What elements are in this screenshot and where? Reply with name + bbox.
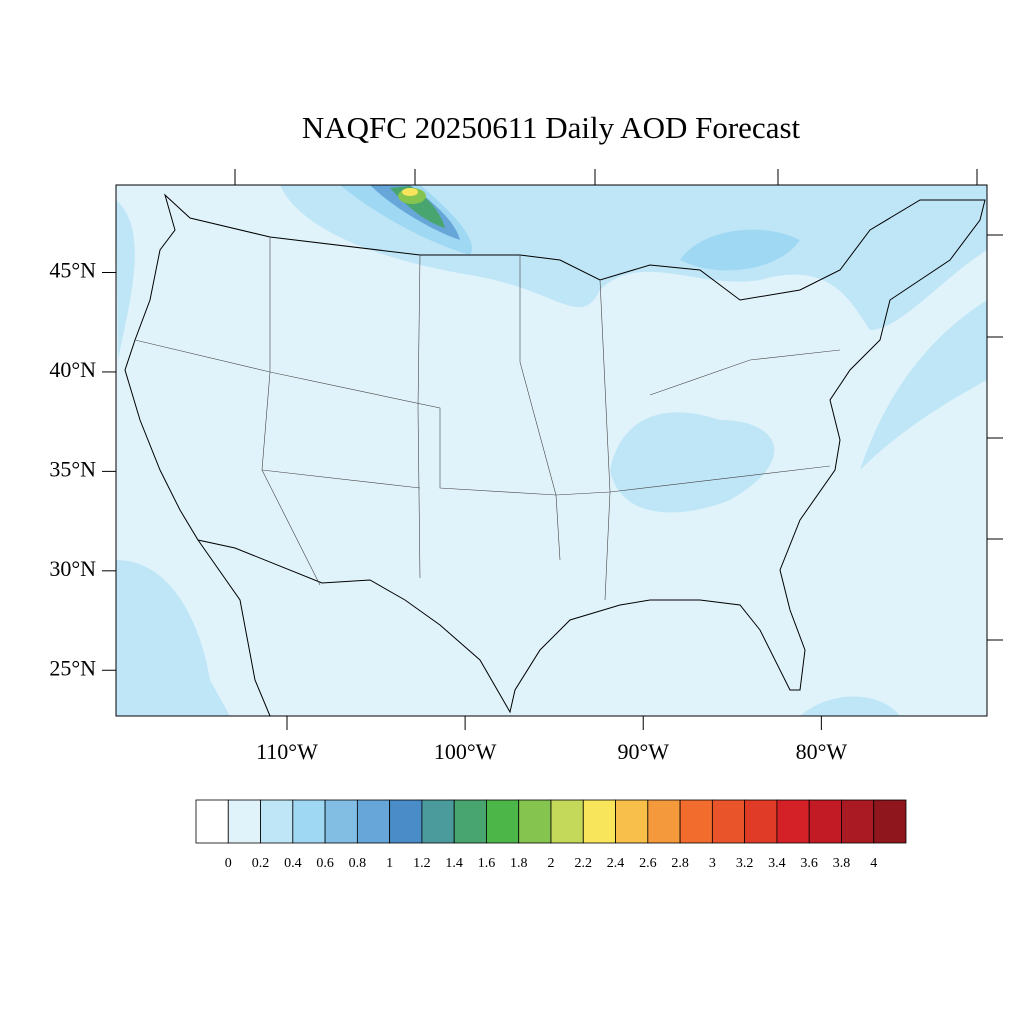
colorbar-label: 1 [386, 856, 393, 871]
colorbar-label: 1.6 [478, 856, 496, 871]
plume [116, 200, 135, 360]
colorbar-box [453, 799, 487, 844]
colorbar-label: 3.8 [833, 856, 851, 871]
colorbar-label: 2 [548, 856, 555, 871]
colorbar-label: 0.6 [316, 856, 334, 871]
colorbar-box [711, 799, 746, 844]
plume [860, 300, 987, 470]
x-tick-label: 110°W [256, 739, 318, 764]
plume [370, 185, 460, 240]
colorbar-label: 2.4 [607, 856, 625, 871]
colorbar-box [356, 799, 391, 844]
colorbar-label: 3.4 [768, 856, 786, 871]
colorbar-label: 0 [225, 856, 232, 871]
colorbar-label: 4 [870, 856, 877, 871]
colorbar-box [744, 799, 778, 844]
colorbar-label: 3 [709, 856, 716, 871]
colorbar-label: 3.2 [736, 856, 754, 871]
y-tick-label: 30°N [49, 556, 96, 581]
chart-title: NAQFC 20250611 Daily AOD Forecast [302, 110, 801, 145]
colorbar-box [389, 799, 423, 844]
plume [116, 560, 230, 716]
colorbar-box [615, 799, 649, 844]
colorbar-box [260, 799, 294, 844]
y-tick-label: 45°N [49, 258, 96, 283]
colorbar-box [808, 799, 842, 844]
colorbar-box [679, 799, 713, 844]
colorbar-label: 1.8 [510, 856, 528, 871]
x-tick-label: 80°W [796, 739, 848, 764]
coastline [197, 539, 271, 716]
y-tick-label: 35°N [49, 456, 96, 481]
frame-ticks [234, 169, 1003, 641]
plume [610, 412, 775, 513]
colorbar-box [227, 799, 261, 844]
colorbar-label: 1.4 [445, 856, 463, 871]
colorbar-label: 2.8 [671, 856, 689, 871]
plume [340, 185, 472, 255]
colorbar-box [873, 799, 907, 844]
colorbar-box [486, 799, 520, 844]
colorbar-label: 2.6 [639, 856, 657, 871]
x-tick-label: 100°W [434, 739, 497, 764]
colorbar-box [841, 799, 875, 844]
plume [800, 696, 900, 716]
colorbar-box [776, 799, 810, 844]
colorbar-box [582, 799, 616, 844]
colorbar-box [292, 799, 326, 844]
colorbar-label: 0.4 [284, 856, 302, 871]
colorbar-box [195, 799, 229, 844]
y-tick-label: 40°N [49, 357, 96, 382]
map-area [115, 169, 1003, 717]
colorbar-label: 0.2 [252, 856, 270, 871]
colorbar-label: 3.6 [800, 856, 818, 871]
y-tick-label: 25°N [49, 655, 96, 680]
colorbar-box [421, 799, 455, 844]
colorbar-label: 1.2 [413, 856, 431, 871]
colorbar-box [324, 799, 358, 844]
map-frame [115, 184, 988, 717]
colorbar-label: 0.8 [349, 856, 367, 871]
colorbar-box [550, 799, 584, 844]
state-lines [134, 237, 841, 601]
plume [402, 188, 418, 196]
colorbar-label: 2.2 [575, 856, 593, 871]
colorbar-box [647, 799, 681, 844]
plume [680, 229, 800, 271]
x-tick-label: 90°W [617, 739, 669, 764]
colorbar-box [518, 799, 552, 844]
